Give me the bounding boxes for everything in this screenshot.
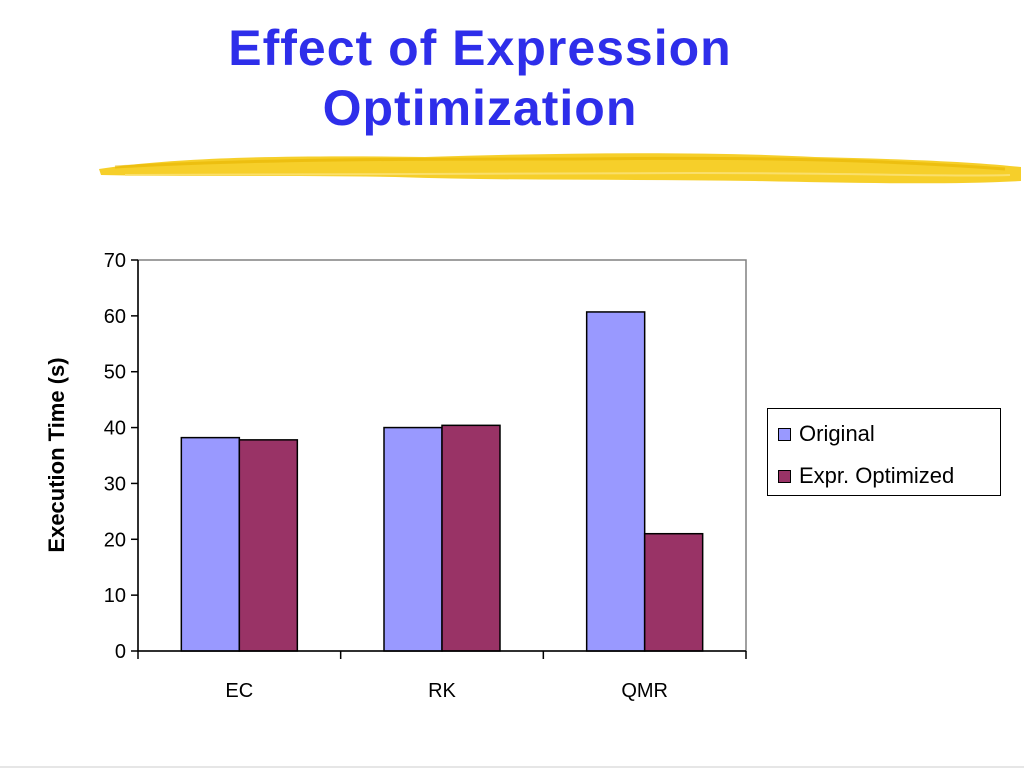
bar-rk-expr-optimized: [441, 424, 501, 652]
bar-rk-original: [383, 426, 443, 652]
bars: [180, 311, 704, 652]
chart-legend: Original Expr. Optimized: [767, 408, 1001, 496]
x-tick-label: EC: [225, 680, 253, 702]
bar-qmr-original: [585, 311, 646, 652]
bar-qmr-expr-optimized: [643, 532, 704, 652]
y-tick-label: 60: [104, 306, 126, 328]
legend-label-original: Original: [799, 421, 875, 446]
y-tick-label: 30: [104, 473, 126, 495]
y-axis-ticks: 0 10 20 30 40 50 60 70: [104, 250, 139, 663]
y-tick-label: 50: [104, 362, 126, 384]
y-tick-label: 10: [104, 585, 126, 607]
x-tick-label: QMR: [621, 680, 668, 702]
y-tick-label: 40: [104, 418, 126, 440]
slide-title-line-1: Effect of Expression: [228, 20, 732, 76]
x-axis: EC RK QMR: [137, 650, 747, 702]
footer-divider: [0, 766, 1024, 768]
legend-label-expr-optimized: Expr. Optimized: [799, 463, 955, 488]
highlighter-stroke-decoration: [99, 153, 1021, 184]
legend-item-original: Original: [778, 419, 875, 449]
y-axis-title: Execution Time (s): [44, 357, 69, 552]
bar-ec-original: [180, 436, 241, 652]
slide-title: Effect of Expression Optimization: [120, 18, 840, 138]
y-tick-label: 20: [104, 529, 126, 551]
y-tick-label: 70: [104, 250, 126, 272]
y-tick-label: 0: [115, 641, 126, 663]
legend-swatch-original: [778, 427, 791, 441]
legend-item-expr-optimized: Expr. Optimized: [778, 461, 954, 491]
bar-ec-expr-optimized: [238, 439, 299, 652]
x-tick-label: RK: [428, 680, 456, 702]
legend-swatch-expr-optimized: [778, 469, 791, 483]
slide-title-line-2: Optimization: [322, 80, 638, 136]
